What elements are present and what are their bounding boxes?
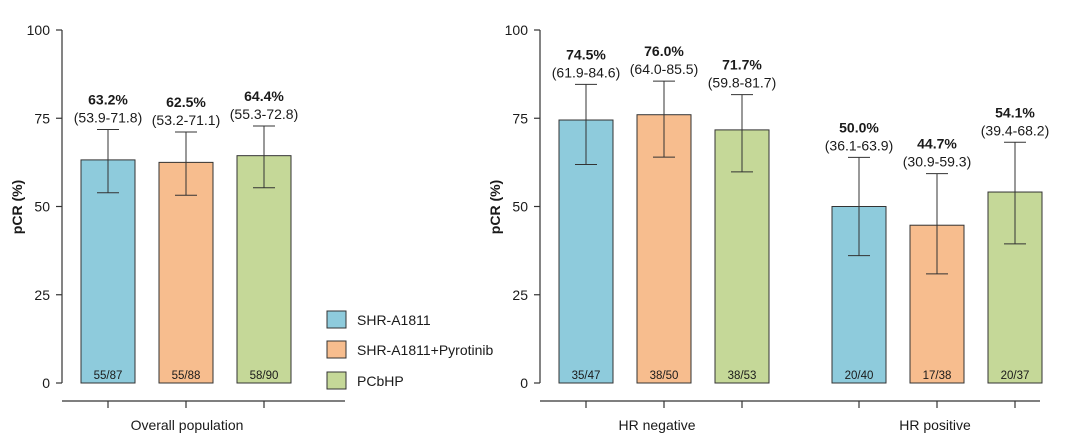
data-label-ci: (36.1-63.9) xyxy=(825,137,893,153)
data-label-ci: (53.2-71.1) xyxy=(152,112,220,128)
data-label-ci: (53.9-71.8) xyxy=(74,110,142,126)
y-tick-label: 0 xyxy=(42,375,50,391)
data-label-count: 55/87 xyxy=(94,370,123,382)
data-label-percent: 44.7% xyxy=(917,136,957,152)
legend-label-shr-a1811-pyrotinib: SHR-A1811+Pyrotinib xyxy=(357,342,494,358)
data-label-count: 55/88 xyxy=(172,370,201,382)
x-category-label-hr-negative: HR negative xyxy=(618,417,695,433)
bar-shr-a1811-overall-population xyxy=(80,159,136,384)
data-label-percent: 63.2% xyxy=(88,92,128,108)
data-label-ci: (39.4-68.2) xyxy=(981,122,1049,138)
data-label-count: 35/47 xyxy=(572,370,601,382)
data-label-percent: 71.7% xyxy=(722,57,762,73)
x-category-label-overall-population: Overall population xyxy=(131,417,244,433)
chart-hr-subgroups: 0 25 50 75 100 pCR (%) HR negative 74.5% (61.9-8… xyxy=(487,22,1049,433)
data-label-ci: (59.8-81.7) xyxy=(708,75,776,91)
data-label-count: 38/53 xyxy=(728,370,757,382)
y-tick-label: 0 xyxy=(520,375,528,391)
bar-pcbhp-overall-population xyxy=(236,155,292,384)
x-category-label-hr-positive: HR positive xyxy=(899,417,971,433)
data-label-ci: (30.9-59.3) xyxy=(903,154,971,170)
bar-shr-a1811-pyrotinib-overall-population xyxy=(158,161,214,384)
data-label-percent: 64.4% xyxy=(244,88,284,104)
legend-label-shr-a1811: SHR-A1811 xyxy=(357,312,431,328)
y-axis-label: pCR (%) xyxy=(9,180,25,234)
data-label-ci: (64.0-85.5) xyxy=(630,61,698,77)
y-tick-label: 75 xyxy=(512,110,528,126)
y-tick-label: 100 xyxy=(505,22,529,38)
data-label-count: 38/50 xyxy=(650,370,679,382)
data-label-count: 20/37 xyxy=(1001,370,1030,382)
y-tick-label: 100 xyxy=(27,22,51,38)
legend-swatch-shr-a1811 xyxy=(326,310,347,329)
data-label-percent: 62.5% xyxy=(166,94,206,110)
y-tick-label: 50 xyxy=(512,199,528,215)
legend: SHR-A1811 SHR-A1811+Pyrotinib PCbHP xyxy=(326,310,494,390)
data-label-percent: 54.1% xyxy=(995,104,1035,120)
legend-label-pcbhp: PCbHP xyxy=(357,373,404,389)
data-label-percent: 74.5% xyxy=(566,46,606,62)
y-tick-label: 25 xyxy=(34,287,50,303)
data-label-ci: (61.9-84.6) xyxy=(552,64,620,80)
data-label-percent: 50.0% xyxy=(839,119,879,135)
data-label-percent: 76.0% xyxy=(644,43,684,59)
data-label-count: 20/40 xyxy=(845,370,874,382)
data-label-count: 17/38 xyxy=(923,370,952,382)
y-tick-label: 75 xyxy=(34,110,50,126)
y-axis-label: pCR (%) xyxy=(487,180,503,234)
data-label-ci: (55.3-72.8) xyxy=(230,106,298,122)
legend-swatch-shr-a1811-pyrotinib xyxy=(326,340,347,359)
chart-overall-population: 0 25 50 75 100 pCR (%) Overall population 63.2%… xyxy=(9,22,345,433)
y-tick-label: 50 xyxy=(34,199,50,215)
data-label-count: 58/90 xyxy=(250,370,279,382)
y-tick-label: 25 xyxy=(512,287,528,303)
bar-shr-a1811-pyrotinib-hr-negative xyxy=(636,114,692,384)
legend-swatch-pcbhp xyxy=(326,371,347,390)
